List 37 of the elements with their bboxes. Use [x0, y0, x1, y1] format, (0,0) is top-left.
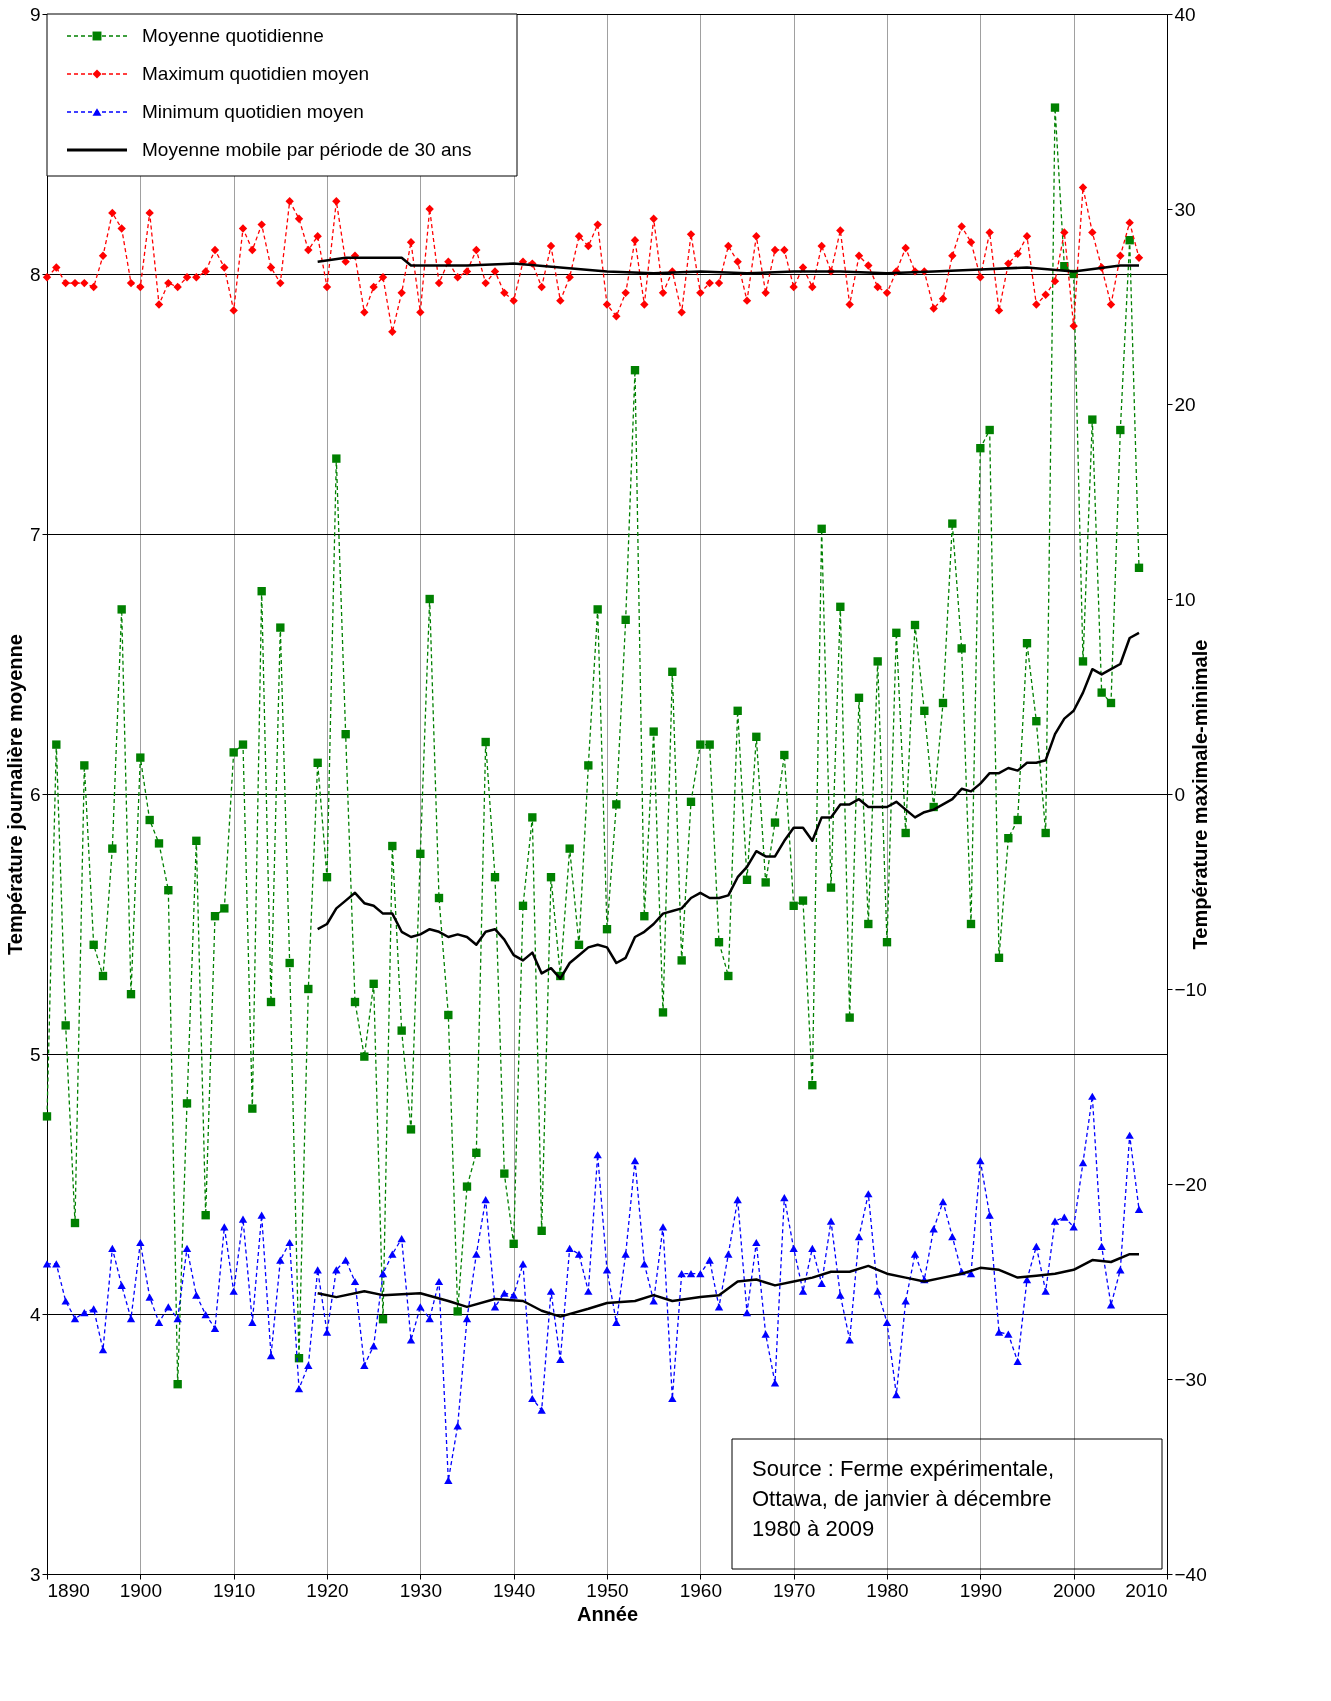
y2-tick-label: −40 [1174, 1563, 1207, 1585]
y2-axis-title: Température maximale-minimale [1188, 639, 1211, 950]
x-tick-label: 1890 [47, 1579, 90, 1601]
x-tick-label: 2010 [1125, 1579, 1168, 1601]
x-tick-label: 1960 [679, 1579, 722, 1601]
x-tick-label: 1950 [586, 1579, 629, 1601]
y2-tick-label: −20 [1174, 1173, 1207, 1195]
x-tick-label: 1970 [773, 1579, 816, 1601]
legend-label: Moyenne mobile par période de 30 ans [142, 139, 472, 160]
legend-label: Moyenne quotidienne [142, 25, 324, 46]
y-tick-label: 4 [29, 1303, 41, 1325]
y-tick-label: 8 [29, 263, 41, 285]
y2-tick-label: 40 [1174, 3, 1196, 25]
x-tick-label: 1920 [306, 1579, 349, 1601]
y2-tick-label: 0 [1174, 783, 1186, 805]
legend-label: Maximum quotidien moyen [142, 63, 370, 84]
x-tick-label: 2000 [1053, 1579, 1096, 1601]
y-tick-label: 6 [29, 783, 41, 805]
y2-tick-label: 10 [1174, 588, 1196, 610]
x-tick-label: 1990 [959, 1579, 1002, 1601]
x-tick-label: 1930 [399, 1579, 442, 1601]
x-axis-title: Année [576, 1602, 639, 1625]
y2-tick-label: 30 [1174, 198, 1196, 220]
x-tick-label: 1910 [213, 1579, 256, 1601]
y-tick-label: 9 [29, 3, 41, 25]
x-tick-label: 1980 [866, 1579, 909, 1601]
y2-tick-label: −10 [1174, 978, 1207, 1000]
legend-label: Minimum quotidien moyen [142, 101, 364, 122]
x-tick-label: 1900 [119, 1579, 162, 1601]
x-tick-label: 1940 [493, 1579, 536, 1601]
annotation: Source : Ferme expérimentale, Ottawa, de janvier à décembre 1980 à 2009 [752, 1456, 1055, 1541]
y-tick-label: 5 [29, 1043, 41, 1065]
y2-tick-label: −30 [1174, 1368, 1207, 1390]
y-tick-label: 7 [29, 523, 41, 545]
y-tick-label: 3 [29, 1563, 41, 1585]
y2-tick-label: 20 [1174, 393, 1196, 415]
y-axis-title: Température journalière moyenne [3, 634, 26, 955]
